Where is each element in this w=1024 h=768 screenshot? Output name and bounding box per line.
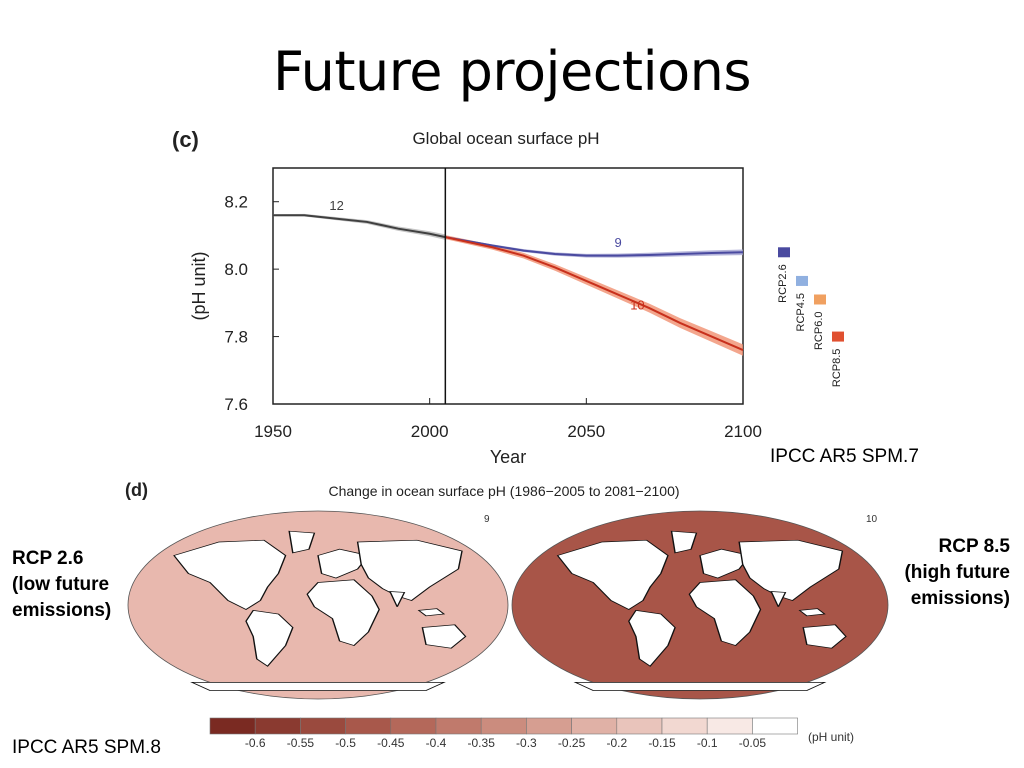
x-tick-label: 2100 (724, 422, 762, 441)
panel-label-d: (d) (125, 480, 148, 500)
side-bar-label-RCP2.6: RCP2.6 (777, 264, 789, 303)
chart-title: Global ocean surface pH (412, 129, 599, 148)
rcp85-label-line3: emissions) (910, 588, 1010, 609)
maps-title: Change in ocean surface pH (1986−2005 to… (328, 483, 679, 499)
side-bar-label-RCP6.0: RCP6.0 (813, 311, 825, 350)
colorbar-cell (435, 717, 482, 735)
side-bar-RCP2.6 (778, 247, 790, 258)
colorbar-tick-label: -0.5 (335, 736, 356, 750)
colorbar-cell (209, 717, 256, 735)
reference-spm7: IPCC AR5 SPM.7 (770, 446, 919, 467)
ocean-fill-rcp26 (127, 510, 509, 700)
series-label-10: 10 (630, 298, 644, 313)
series-line-12 (273, 214, 446, 239)
colorbar-tick-label: -0.6 (245, 736, 266, 750)
x-tick-label: 2050 (567, 422, 605, 441)
side-bar-label-RCP4.5: RCP4.5 (795, 293, 807, 332)
panel-label-c: (c) (172, 127, 199, 152)
colorbar-cell (526, 717, 572, 735)
series-line-9 (445, 236, 744, 257)
colorbar-cell (300, 717, 346, 735)
rcp26-label-line2: (low future (12, 574, 110, 595)
rcp85-label-line1: RCP 8.5 (938, 536, 1010, 557)
colorbar-cell (661, 717, 708, 735)
colorbar-cell (345, 717, 392, 735)
y-tick-label: 7.6 (224, 395, 248, 414)
colorbar-tick-label: -0.55 (287, 736, 315, 750)
colorbar-cell (571, 717, 618, 735)
colorbar-cell (254, 717, 301, 735)
colorbar-cell (752, 717, 798, 735)
y-axis-label: (pH unit) (189, 251, 209, 320)
rcp26-label-line3: emissions) (12, 600, 112, 621)
x-axis-label: Year (490, 447, 526, 467)
y-tick-label: 8.2 (224, 193, 248, 212)
continents-rcp85 (558, 531, 846, 690)
y-tick-label: 8.0 (224, 260, 248, 279)
colorbar-cell (480, 717, 527, 735)
colorbar-tick-label: -0.25 (558, 736, 586, 750)
side-bar-label-RCP8.5: RCP8.5 (831, 349, 843, 388)
map-number-9: 9 (484, 514, 490, 525)
map-number-10: 10 (866, 514, 878, 525)
colorbar-tick-label: -0.2 (606, 736, 627, 750)
side-bar-RCP4.5 (796, 275, 808, 286)
series-band-12 (273, 213, 446, 240)
x-tick-label: 1950 (254, 422, 292, 441)
ph-line-chart: (c) Global ocean surface pH 1950 2000 2050… (172, 127, 844, 467)
colorbar-unit: (pH unit) (808, 730, 854, 744)
series-line-10 (445, 236, 744, 351)
colorbar-tick-label: -0.3 (516, 736, 537, 750)
reference-spm8: IPCC AR5 SPM.8 (12, 737, 161, 758)
rcp85-label-line2: (high future (904, 562, 1010, 583)
colorbar-cell (706, 717, 753, 735)
map-rcp85: 10 (512, 511, 888, 699)
colorbar-tick-label: -0.45 (377, 736, 405, 750)
slide-title: Future projections (273, 40, 751, 103)
series-band-9 (445, 236, 743, 258)
x-tick-label: 2000 (411, 422, 449, 441)
continents-rcp26 (174, 531, 466, 690)
y-tick-label: 7.8 (224, 328, 248, 347)
series-label-9: 9 (615, 235, 622, 250)
colorbar: -0.6 -0.55 -0.5 -0.45 -0.4 -0.35 -0.3 -0.25 -0.2… (209, 717, 798, 750)
series-label-12: 12 (329, 198, 343, 213)
plot-frame (272, 167, 744, 405)
colorbar-tick-label: -0.15 (648, 736, 676, 750)
rcp26-label-line1: RCP 2.6 (12, 548, 84, 569)
colorbar-cell (390, 717, 437, 735)
colorbar-cell (616, 717, 663, 735)
side-bar-RCP8.5 (832, 331, 844, 342)
rcp85-label: RCP 8.5 (high future emissions) (904, 534, 1010, 612)
ocean-fill-rcp85 (511, 510, 889, 700)
side-bar-RCP6.0 (814, 294, 826, 305)
colorbar-tick-label: -0.05 (739, 736, 767, 750)
rcp26-label: RCP 2.6 (low future emissions) (12, 546, 111, 624)
colorbar-tick-label: -0.4 (426, 736, 447, 750)
colorbar-tick-label: -0.35 (468, 736, 496, 750)
colorbar-tick-label: -0.1 (697, 736, 718, 750)
map-rcp26: 9 (128, 511, 508, 699)
